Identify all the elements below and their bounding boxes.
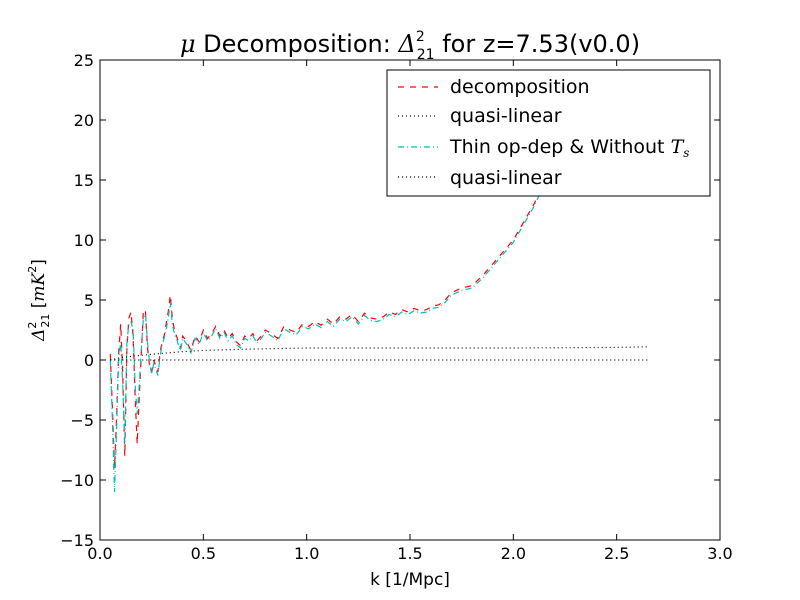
legend-label-quasi-linear-2: quasi-linear bbox=[450, 167, 562, 189]
legend-label-thin-op-dep: Thin op-dep & Without Ts bbox=[449, 136, 689, 160]
x-tick-label: 3.0 bbox=[707, 544, 732, 563]
title-prefix: μ bbox=[180, 30, 196, 58]
series-layer bbox=[109, 95, 648, 493]
legend-thin-op-dep-text: Thin op-dep & Without bbox=[449, 136, 671, 158]
ylabel-units-sup: 2 bbox=[26, 266, 39, 273]
x-tick-label: 0.0 bbox=[87, 544, 112, 563]
series-line-quasi-linear-2 bbox=[110, 346, 648, 361]
y-tick-label: 15 bbox=[74, 171, 94, 190]
y-axis-ticks: −15 −10 −5 0 5 10 15 20 25 bbox=[60, 51, 720, 550]
x-tick-label: 1.5 bbox=[397, 544, 422, 563]
y-tick-label: 25 bbox=[74, 51, 94, 70]
y-axis-label: Δ221 [mK2] bbox=[26, 259, 52, 342]
series-line-thin-op-dep-without-t-s-1 bbox=[109, 98, 605, 493]
ylabel-units-close: ] bbox=[29, 259, 49, 266]
title-symbol: Δ bbox=[397, 30, 415, 58]
title-sup: 2 bbox=[416, 29, 425, 45]
legend-thin-op-dep-math-sub: s bbox=[683, 146, 689, 160]
y-tick-label: −10 bbox=[60, 471, 94, 490]
legend-label-quasi-linear-1: quasi-linear bbox=[450, 105, 562, 127]
x-tick-label: 0.5 bbox=[191, 544, 216, 563]
y-tick-label: 5 bbox=[84, 291, 94, 310]
y-tick-label: 10 bbox=[74, 231, 94, 250]
legend-thin-op-dep-math: T bbox=[671, 136, 685, 158]
y-tick-label: 20 bbox=[74, 111, 94, 130]
ylabel-sup: 2 bbox=[26, 322, 39, 329]
y-tick-label: −5 bbox=[70, 411, 94, 430]
y-tick-label: −15 bbox=[60, 531, 94, 550]
x-axis-ticks: 0.0 0.5 1.0 1.5 2.0 2.5 3.0 bbox=[87, 60, 733, 563]
y-tick-label: 0 bbox=[84, 351, 94, 370]
chart-title: μ Decomposition: Δ2 21 for z=7.53(v0.0) bbox=[180, 29, 640, 63]
x-tick-label: 2.5 bbox=[604, 544, 629, 563]
legend-label-decomposition: decomposition bbox=[450, 76, 590, 98]
title-suffix: for z=7.53(v0.0) bbox=[435, 30, 641, 58]
legend-box bbox=[386, 69, 711, 197]
x-tick-label: 1.0 bbox=[294, 544, 319, 563]
title-sub: 21 bbox=[417, 47, 435, 63]
series-line-decomposition-0 bbox=[109, 95, 605, 469]
x-axis-label: k [1/Mpc] bbox=[370, 570, 450, 590]
ylabel-units: mK bbox=[29, 271, 49, 301]
x-tick-label: 2.0 bbox=[501, 544, 526, 563]
ylabel-symbol: Δ bbox=[29, 329, 49, 342]
ylabel-units-open: [ bbox=[29, 302, 49, 314]
legend: decomposition quasi-linear Thin op-dep &… bbox=[386, 69, 711, 197]
ylabel-sub: 21 bbox=[39, 314, 52, 328]
title-main: Decomposition: bbox=[196, 30, 399, 58]
